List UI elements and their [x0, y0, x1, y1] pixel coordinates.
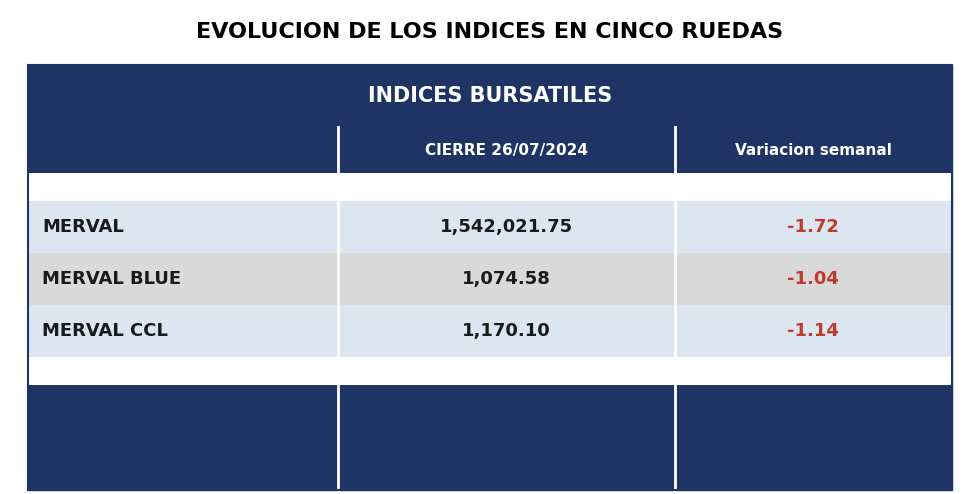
Text: -1.72: -1.72 [788, 218, 839, 236]
Bar [28, 357, 952, 385]
Text: MERVAL: MERVAL [42, 218, 123, 236]
Bar [28, 201, 952, 253]
Text: -1.14: -1.14 [788, 322, 839, 340]
Bar [28, 253, 952, 305]
Text: 1,074.58: 1,074.58 [462, 270, 551, 288]
Text: MERVAL BLUE: MERVAL BLUE [42, 270, 181, 288]
Text: Variacion semanal: Variacion semanal [735, 142, 892, 158]
Text: 1,170.10: 1,170.10 [462, 322, 551, 340]
Bar [28, 65, 952, 490]
Text: MERVAL CCL: MERVAL CCL [42, 322, 168, 340]
Bar [28, 305, 952, 357]
Bar [28, 385, 952, 490]
Text: -1.04: -1.04 [788, 270, 839, 288]
Text: 1,542,021.75: 1,542,021.75 [440, 218, 572, 236]
Bar [28, 127, 952, 173]
Bar [28, 173, 952, 201]
Text: INDICES BURSATILES: INDICES BURSATILES [368, 86, 612, 106]
Bar [28, 65, 952, 127]
Text: EVOLUCION DE LOS INDICES EN CINCO RUEDAS: EVOLUCION DE LOS INDICES EN CINCO RUEDAS [196, 22, 784, 42]
Text: CIERRE 26/07/2024: CIERRE 26/07/2024 [424, 142, 588, 158]
Bar [28, 65, 952, 490]
